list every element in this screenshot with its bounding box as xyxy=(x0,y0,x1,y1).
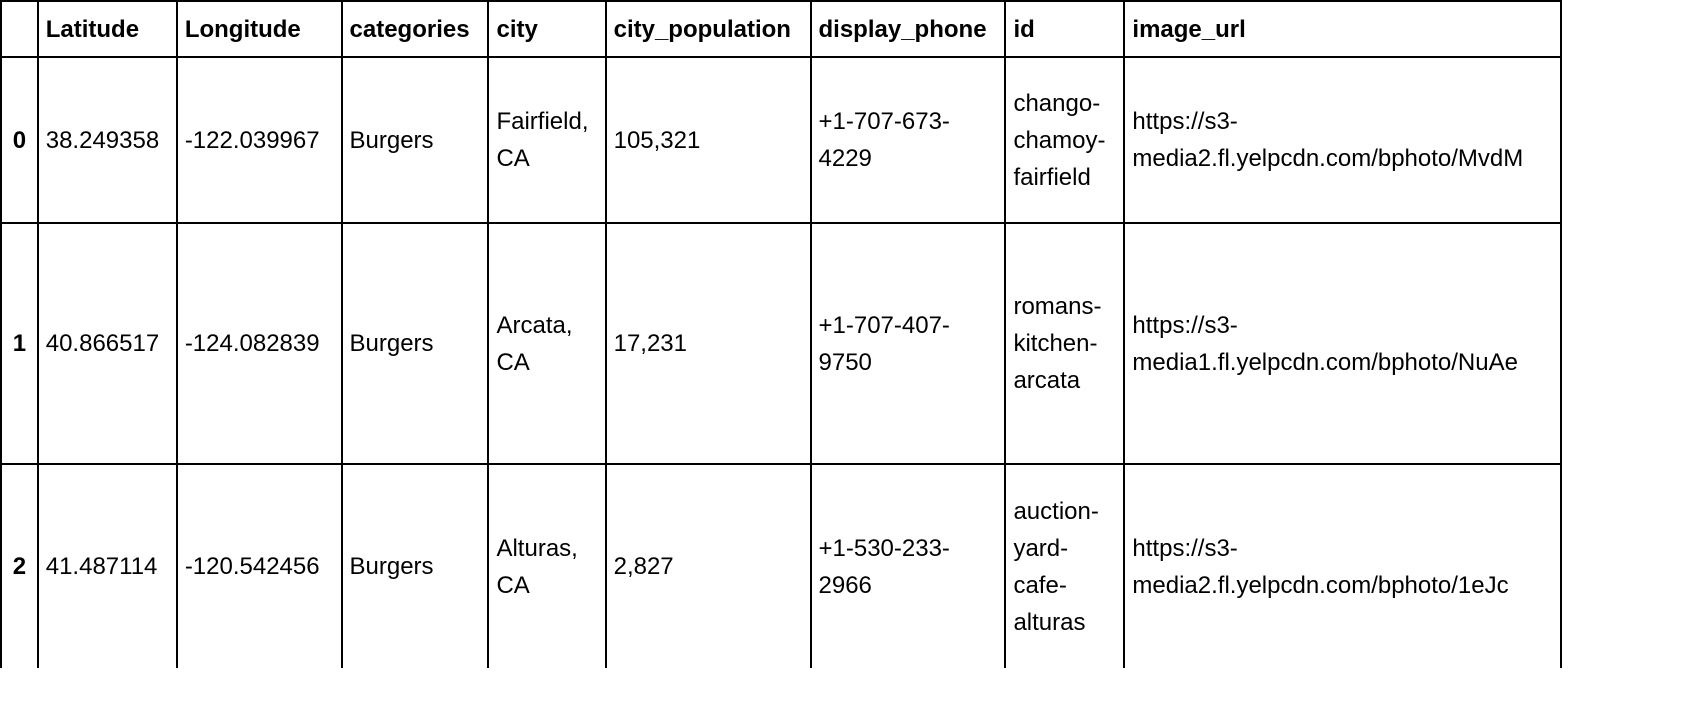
dataframe-view: Latitude Longitude categories city city_… xyxy=(0,0,1562,668)
index-header xyxy=(0,0,39,58)
cell-image-url: https://s3- media1.fl.yelpcdn.com/bphoto… xyxy=(1123,222,1562,465)
column-header-longitude: Longitude xyxy=(175,0,343,58)
cell-display-phone: +1-707-407-9750 xyxy=(809,222,1007,465)
cell-latitude: 38.249358 xyxy=(36,56,178,224)
cell-id: chango-chamoy-fairfield xyxy=(1004,56,1126,224)
cell-categories: Burgers xyxy=(340,463,490,668)
column-header-display-phone: display_phone xyxy=(809,0,1007,58)
cell-city-population: 2,827 xyxy=(604,463,812,668)
column-header-id: id xyxy=(1004,0,1126,58)
column-header-city-population: city_population xyxy=(604,0,812,58)
cell-city: Fairfield, CA xyxy=(487,56,607,224)
image-url-line: media2.fl.yelpcdn.com/bphoto/1eJc xyxy=(1132,571,1509,599)
row-index: 1 xyxy=(0,222,39,465)
image-url-line: https://s3- xyxy=(1132,534,1238,562)
cell-city: Alturas, CA xyxy=(487,463,607,668)
cell-categories: Burgers xyxy=(340,56,490,224)
column-header-city: city xyxy=(487,0,607,58)
image-url-line: media2.fl.yelpcdn.com/bphoto/MvdM xyxy=(1132,145,1524,172)
cell-categories: Burgers xyxy=(340,222,490,465)
cell-city-population: 17,231 xyxy=(604,222,812,465)
cell-latitude: 40.866517 xyxy=(36,222,178,465)
cell-longitude: -124.082839 xyxy=(175,222,343,465)
table-row: 0 38.249358 -122.039967 Burgers Fairfiel… xyxy=(0,56,1562,224)
image-url-line: https://s3- xyxy=(1132,108,1238,135)
row-index: 0 xyxy=(0,56,39,224)
cell-display-phone: +1-530-233-2966 xyxy=(809,463,1007,668)
table-row: 2 41.487114 -120.542456 Burgers Alturas,… xyxy=(0,463,1562,668)
image-url-line: https://s3- xyxy=(1132,311,1238,339)
cell-city-population: 105,321 xyxy=(604,56,812,224)
cell-latitude: 41.487114 xyxy=(36,463,178,668)
table-row: 1 40.866517 -124.082839 Burgers Arcata, … xyxy=(0,222,1562,465)
image-url-line: media1.fl.yelpcdn.com/bphoto/NuAe xyxy=(1132,348,1518,376)
cell-image-url: https://s3- media2.fl.yelpcdn.com/bphoto… xyxy=(1123,463,1562,668)
cell-longitude: -122.039967 xyxy=(175,56,343,224)
column-header-categories: categories xyxy=(340,0,490,58)
cell-city: Arcata, CA xyxy=(487,222,607,465)
column-header-latitude: Latitude xyxy=(36,0,178,58)
dataframe-table: Latitude Longitude categories city city_… xyxy=(0,0,1562,668)
cell-longitude: -120.542456 xyxy=(175,463,343,668)
row-index: 2 xyxy=(0,463,39,668)
cell-id: auction-yard-cafe-alturas xyxy=(1004,463,1126,668)
column-header-image-url: image_url xyxy=(1123,0,1562,58)
cell-id: romans-kitchen-arcata xyxy=(1004,222,1126,465)
cell-display-phone: +1-707-673-4229 xyxy=(809,56,1007,224)
header-row: Latitude Longitude categories city city_… xyxy=(0,0,1562,58)
cell-image-url: https://s3- media2.fl.yelpcdn.com/bphoto… xyxy=(1123,56,1562,224)
